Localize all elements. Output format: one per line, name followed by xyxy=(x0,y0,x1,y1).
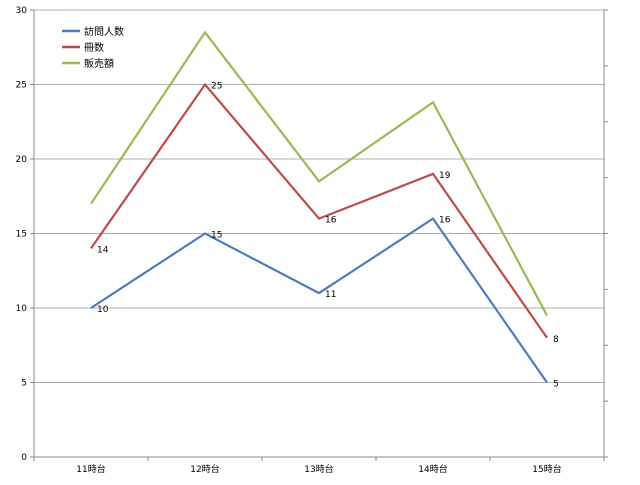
gridlines xyxy=(34,9,604,383)
y-tick-label: 5 xyxy=(21,379,27,389)
data-label: 8 xyxy=(553,335,559,345)
x-tick-label: 15時台 xyxy=(532,463,561,475)
x-tick-label: 12時台 xyxy=(190,463,219,475)
data-labels: 10 15 11 16 5 14 25 16 19 8 xyxy=(97,82,559,390)
y-tick-label: 25 xyxy=(16,81,27,91)
series-line-1 xyxy=(90,82,548,339)
x-tick-label: 13時台 xyxy=(304,463,333,475)
axes: 0 5 10 15 20 25 30 11時台 12時台 13時台 14時台 15時台 xyxy=(16,6,608,475)
series-line-2 xyxy=(90,30,548,316)
x-tick-label: 14時台 xyxy=(418,463,447,475)
series-lines xyxy=(90,30,548,384)
y-tick-label: 15 xyxy=(16,230,27,240)
y-tick-label: 10 xyxy=(16,304,28,314)
data-label: 25 xyxy=(211,82,222,92)
y-tick-label: 30 xyxy=(16,6,28,16)
legend-label: 訪問人数 xyxy=(84,25,124,38)
y-tick-label: 20 xyxy=(16,155,28,165)
legend-label: 販売額 xyxy=(84,57,114,70)
legend-label: 冊数 xyxy=(84,41,104,54)
data-label: 15 xyxy=(211,231,222,241)
data-label: 11 xyxy=(325,290,336,300)
series-line-0 xyxy=(90,217,548,384)
data-label: 16 xyxy=(325,216,337,226)
data-label: 14 xyxy=(97,245,109,255)
y-tick-label: 0 xyxy=(21,453,27,463)
data-label: 5 xyxy=(553,380,559,390)
data-label: 10 xyxy=(97,305,109,315)
data-label: 19 xyxy=(439,171,451,181)
x-tick-label: 11時台 xyxy=(76,463,105,475)
data-label: 16 xyxy=(439,216,451,226)
